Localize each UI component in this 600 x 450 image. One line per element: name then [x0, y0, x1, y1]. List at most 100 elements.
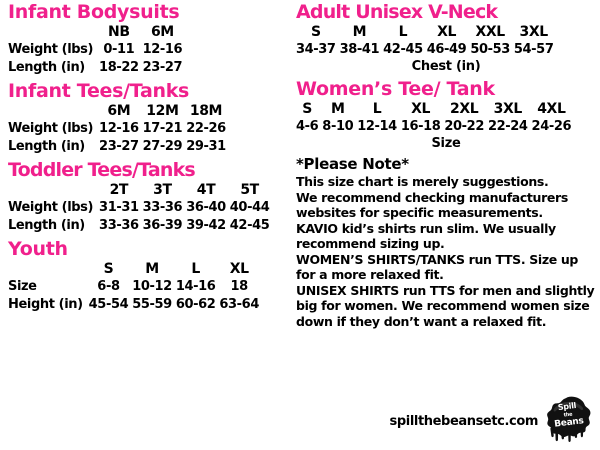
column-header: L: [372, 101, 382, 117]
column-header: M: [330, 101, 345, 117]
spill-the-beans-logo-icon: Spill the Beans: [544, 396, 592, 442]
table-cell: 18-22: [99, 60, 139, 75]
table-row: Weight (lbs) 31-31 33-36 36-40 40-44: [8, 199, 273, 217]
table-cell: 42-45: [383, 42, 423, 57]
footer: spillthebeansetc.com Spill the Beans: [390, 396, 592, 442]
website-url: spillthebeansetc.com: [389, 414, 539, 429]
size-table: S M L XL 2XL 3XL 4XL 4-6 8-10 12-14 16-18 20-22 22-2…: [296, 101, 575, 136]
size-section-youth: Youth S M L XL Size 6-8 10-12 14-16 18 Height (in)…: [8, 237, 288, 314]
table-cell: 22-26: [186, 121, 226, 136]
column-header: M: [352, 24, 367, 40]
table-cell: 24-26: [531, 119, 572, 134]
row-label: Length (in): [8, 139, 85, 154]
size-section-womens-tee-tank: Women’s Tee/ Tank S M L XL 2XL 3XL 4XL 4-6 8-10 12…: [296, 77, 596, 152]
table-cell: 60-62: [175, 297, 216, 312]
size-section-adult-unisex-v-neck: Adult Unisex V-Neck S M L XL XXL 3XL 34-37 38-41…: [296, 0, 596, 75]
column-header: XL: [229, 261, 249, 277]
size-section-infant-tees-tanks: Infant Tees/Tanks 6M 12M 18M Weight (lbs) 12-…: [8, 79, 288, 156]
size-table: 2T 3T 4T 5T Weight (lbs) 31-31 33-36 36-40 40-44…: [8, 182, 273, 235]
column-header: 2T: [109, 182, 129, 198]
column-header: 6M: [150, 24, 174, 40]
size-table: S M L XL XXL 3XL 34-37 38-41 42-45 46-49 50-53 54-5…: [296, 24, 557, 59]
table-cell: 18: [230, 279, 249, 294]
table-cell: 17-21: [142, 121, 183, 136]
table-cell: 39-42: [186, 218, 226, 233]
column-header: 2XL: [450, 101, 479, 117]
table-cell: 42-45: [229, 218, 270, 233]
note-paragraph: We recommend checking manufacturers webs…: [296, 189, 568, 221]
table-cell: 29-31: [186, 139, 226, 154]
column-header: 5T: [240, 182, 259, 198]
section-title: Toddler Tees/Tanks: [8, 159, 196, 181]
column-header: 3T: [153, 182, 172, 198]
table-cell: 46-49: [426, 42, 467, 57]
table-cell: 36-40: [186, 200, 226, 215]
table-cell: 20-22: [444, 119, 484, 134]
note-paragraph: KAVIO kid’s shirts run slim. We usually …: [296, 220, 556, 252]
table-cell: 36-39: [142, 218, 183, 233]
size-section-toddler-tees-tanks: Toddler Tees/Tanks 2T 3T 4T 5T Weight (lbs) 31…: [8, 158, 288, 235]
table-row: 34-37 38-41 42-45 46-49 50-53 54-57: [296, 41, 557, 59]
measurement-axis-label: Size: [431, 136, 461, 151]
table-cell: 45-54: [88, 297, 129, 312]
note-paragraph: WOMEN’S SHIRTS/TANKS run TTS. Size up fo…: [296, 251, 579, 283]
table-row: Length (in) 18-22 23-27: [8, 59, 186, 77]
column-header: 4XL: [537, 101, 566, 117]
measurement-axis-label: Chest (in): [411, 59, 481, 74]
section-title: Adult Unisex V-Neck: [296, 1, 498, 23]
column-header: L: [191, 261, 200, 277]
header-corner-cell: [8, 182, 99, 199]
column-header: 4T: [196, 182, 216, 198]
table-cell: 14-16: [175, 279, 216, 294]
column-header: 3XL: [493, 101, 523, 117]
table-row: Length (in) 33-36 36-39 39-42 42-45: [8, 217, 273, 235]
table-cell: 34-37: [296, 42, 336, 57]
header-corner-cell: [8, 24, 99, 41]
row-label: Weight (lbs): [8, 121, 94, 136]
table-cell: 0-11: [103, 42, 135, 57]
table-cell: 22-24: [487, 119, 528, 134]
column-header: M: [145, 261, 159, 277]
table-cell: 27-29: [142, 139, 183, 154]
row-label: Weight (lbs): [8, 42, 94, 57]
header-corner-cell: [8, 261, 89, 278]
table-cell: 63-64: [219, 297, 259, 312]
table-row: Height (in) 45-54 55-59 60-62 63-64: [8, 296, 263, 314]
note-paragraph: UNISEX SHIRTS run TTS for men and slight…: [296, 282, 595, 329]
note-title: *Please Note*: [296, 155, 409, 173]
table-cell: 33-36: [142, 200, 183, 215]
note-paragraph: This size chart is merely suggestions.: [296, 174, 549, 189]
table-header-row: 6M 12M 18M: [8, 103, 230, 120]
section-title: Women’s Tee/ Tank: [296, 78, 495, 100]
table-cell: 12-16: [99, 121, 139, 136]
column-header: 12M: [146, 103, 179, 119]
row-label: Length (in): [8, 60, 85, 75]
left-column: Infant Bodysuits NB 6M Weight (lbs) 0-11 12-1…: [8, 0, 288, 316]
note-body: This size chart is merely suggestions. We…: [296, 174, 596, 329]
column-header: 3XL: [519, 24, 549, 40]
size-table: NB 6M Weight (lbs) 0-11 12-16 Length (in) 18-2…: [8, 24, 186, 77]
table-header-row: S M L XL: [8, 261, 263, 278]
table-cell: 31-31: [99, 200, 139, 215]
row-label: Size: [8, 279, 37, 294]
table-row: Size 6-8 10-12 14-16 18: [8, 278, 263, 296]
table-row: Weight (lbs) 12-16 17-21 22-26: [8, 120, 230, 138]
table-cell: 8-10: [322, 119, 354, 134]
right-column: Adult Unisex V-Neck S M L XL XXL 3XL 34-37 38-41…: [296, 0, 596, 329]
table-cell: 12-14: [357, 119, 397, 134]
table-header-row: S M L XL 2XL 3XL 4XL: [296, 101, 575, 118]
table-header-row: NB 6M: [8, 24, 186, 41]
size-table: 6M 12M 18M Weight (lbs) 12-16 17-21 22-26 Lengt…: [8, 103, 230, 156]
table-row: Weight (lbs) 0-11 12-16: [8, 41, 186, 59]
column-header: XL: [411, 101, 431, 117]
row-label: Weight (lbs): [8, 200, 94, 215]
row-label: Height (in): [8, 297, 83, 312]
column-header: S: [103, 261, 114, 277]
table-cell: 23-27: [99, 139, 139, 154]
column-header: L: [398, 24, 408, 40]
size-section-infant-bodysuits: Infant Bodysuits NB 6M Weight (lbs) 0-11 12-1…: [8, 0, 288, 77]
row-label: Length (in): [8, 218, 85, 233]
section-title: Youth: [8, 238, 68, 260]
table-cell: 40-44: [229, 200, 270, 215]
